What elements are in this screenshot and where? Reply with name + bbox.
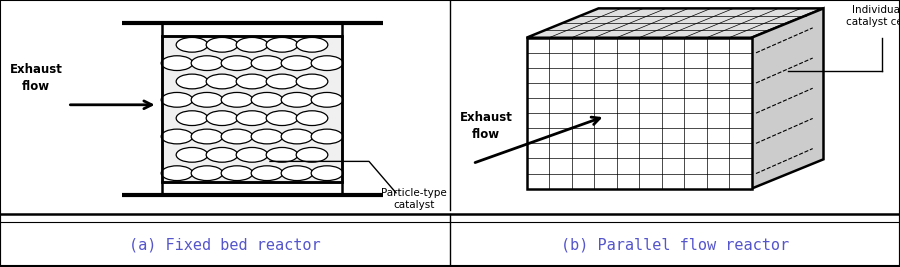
Circle shape	[281, 166, 313, 180]
Circle shape	[161, 92, 193, 107]
Circle shape	[251, 129, 283, 144]
Circle shape	[236, 147, 268, 162]
Polygon shape	[752, 8, 824, 189]
Text: Exhaust
flow: Exhaust flow	[460, 111, 512, 141]
Circle shape	[251, 92, 283, 107]
Circle shape	[266, 111, 298, 125]
Circle shape	[266, 74, 298, 89]
Circle shape	[311, 92, 343, 107]
Circle shape	[281, 129, 313, 144]
Circle shape	[191, 129, 223, 144]
Circle shape	[281, 56, 313, 70]
Circle shape	[296, 37, 328, 52]
Circle shape	[176, 147, 208, 162]
Circle shape	[206, 111, 238, 125]
Circle shape	[311, 129, 343, 144]
Circle shape	[311, 166, 343, 180]
Circle shape	[296, 147, 328, 162]
Circle shape	[161, 166, 193, 180]
Circle shape	[191, 92, 223, 107]
Circle shape	[206, 37, 238, 52]
Text: (a) Fixed bed reactor: (a) Fixed bed reactor	[130, 238, 320, 253]
Circle shape	[236, 37, 268, 52]
Circle shape	[296, 111, 328, 125]
Text: Particle-type
catalyst: Particle-type catalyst	[381, 188, 447, 210]
Circle shape	[221, 56, 253, 70]
Circle shape	[251, 56, 283, 70]
Circle shape	[266, 37, 298, 52]
Text: Exhaust
flow: Exhaust flow	[10, 62, 62, 93]
Bar	[526, 38, 752, 189]
Circle shape	[206, 74, 238, 89]
Circle shape	[206, 147, 238, 162]
Circle shape	[191, 56, 223, 70]
Text: (b) Parallel flow reactor: (b) Parallel flow reactor	[561, 238, 789, 253]
Circle shape	[161, 56, 193, 70]
Text: Individual
catalyst cell: Individual catalyst cell	[846, 5, 900, 27]
Circle shape	[161, 129, 193, 144]
Circle shape	[296, 74, 328, 89]
Circle shape	[311, 56, 343, 70]
Circle shape	[236, 111, 268, 125]
Polygon shape	[526, 8, 824, 38]
Circle shape	[221, 129, 253, 144]
Bar	[162, 36, 342, 182]
Circle shape	[176, 111, 208, 125]
Bar	[162, 36, 342, 182]
Circle shape	[236, 74, 268, 89]
Circle shape	[221, 92, 253, 107]
Circle shape	[251, 166, 283, 180]
Circle shape	[176, 37, 208, 52]
Circle shape	[281, 92, 313, 107]
Circle shape	[191, 166, 223, 180]
Circle shape	[176, 74, 208, 89]
Circle shape	[266, 147, 298, 162]
Circle shape	[221, 166, 253, 180]
